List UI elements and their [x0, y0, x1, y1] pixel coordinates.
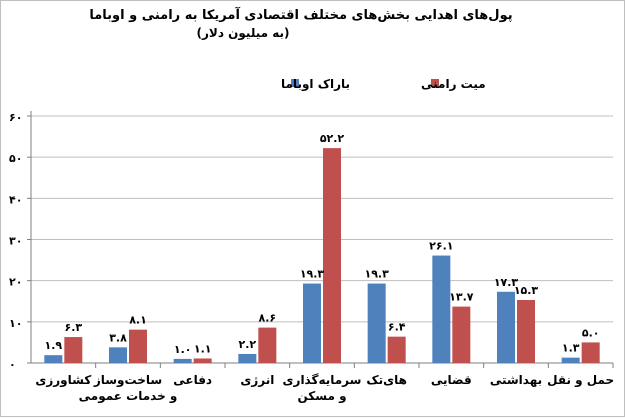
bar-data-label: ۶.۳ [65, 321, 83, 334]
legend-label: میت رامنی [421, 77, 486, 91]
x-category-label: کشاورزی [35, 373, 91, 388]
bar-obama [109, 347, 127, 363]
bar-obama [174, 359, 192, 363]
y-tick-label: ۲۰ [9, 276, 22, 289]
bar-data-label: ۶.۴ [388, 321, 406, 334]
x-category-label: سرمایه‌گذاری [283, 373, 362, 387]
x-category-label: حمل و نقل [547, 373, 614, 388]
x-category-label: بهداشتی [490, 373, 542, 387]
x-category-label: دفاعی [173, 373, 212, 387]
chart-bars [44, 148, 599, 363]
bar-data-label: ۱۵.۳ [514, 284, 539, 297]
bar-romney [388, 337, 406, 363]
bar-data-label: ۲.۲ [239, 338, 257, 351]
bar-obama [368, 284, 386, 363]
legend-label: باراک اوباما [281, 77, 350, 92]
x-category-label: های‌تک [366, 373, 407, 387]
bar-obama [432, 256, 450, 363]
bar-romney [64, 337, 82, 363]
bar-romney [258, 328, 276, 363]
bar-data-label: ۸.۶ [259, 312, 277, 325]
bar-data-label: ۱.۹ [45, 339, 63, 352]
y-tick-label: ۴۰ [9, 193, 22, 206]
y-tick-labels: ۰ ۱۰ ۲۰ ۳۰ ۴۰ ۵۰ ۶۰ [9, 111, 22, 371]
bar-data-label: ۸.۱ [129, 314, 147, 327]
y-tick-label: ۵۰ [9, 152, 22, 165]
bar-romney [582, 342, 600, 363]
bar-data-label: ۵.۰ [582, 326, 600, 339]
y-tick-label: ۱۰ [9, 317, 22, 330]
bar-data-label: ۵۲.۲ [320, 132, 345, 145]
y-tick-label: ۶۰ [9, 111, 22, 124]
bar-data-label: ۱۹.۳ [365, 268, 390, 281]
bar-romney [129, 330, 147, 363]
bar-obama [497, 292, 515, 363]
y-tick-label: ۰ [9, 358, 16, 371]
y-tick-label: ۳۰ [9, 235, 22, 248]
x-category-label: ساخت‌وساز [93, 373, 162, 388]
bar-data-label: ۲۶.۱ [429, 240, 453, 253]
bar-data-label: ۱.۳ [562, 342, 580, 355]
bar-obama [238, 354, 256, 363]
bar-obama [303, 284, 321, 363]
bar-romney [323, 148, 341, 363]
bar-obama [44, 355, 62, 363]
bar-data-label: ۱۹.۳ [300, 268, 325, 281]
bar-romney [452, 307, 470, 363]
chart-legend: باراک اوباما میت رامنی [281, 77, 486, 92]
x-category-label: انرژی [240, 373, 274, 387]
bar-data-label: ۳.۸ [109, 331, 127, 344]
bar-obama [562, 358, 580, 363]
x-category-label: و مسکن [297, 389, 346, 404]
bar-romney [194, 358, 212, 363]
chart-subtitle: (به میلیون دلار) [197, 26, 290, 41]
bar-romney [517, 300, 535, 363]
bar-data-label: ۱۳.۷ [449, 291, 474, 304]
chart-title: پول‌های اهدایی بخش‌های مختلف اقتصادی آمر… [89, 6, 512, 23]
x-category-label: قضایی [431, 373, 472, 387]
x-category-label: و خدمات عمومی [79, 389, 178, 404]
bar-data-label: ۱.۰ [174, 343, 192, 356]
bar-data-label: ۱.۱ [194, 342, 212, 355]
